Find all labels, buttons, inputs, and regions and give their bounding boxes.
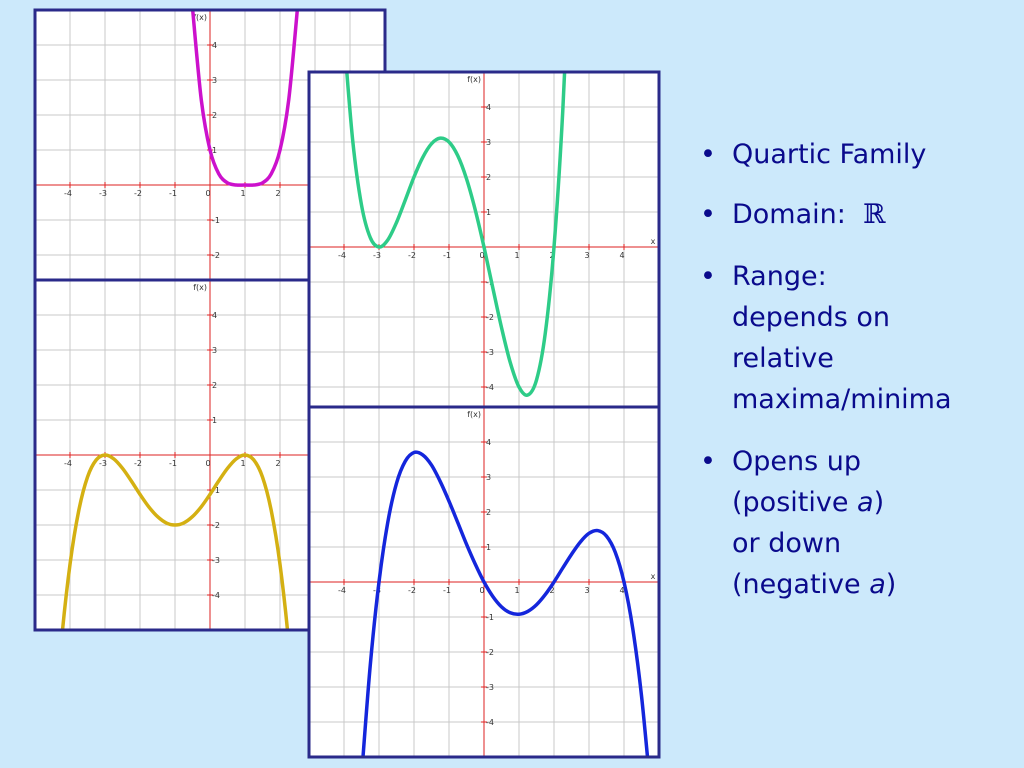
x-tick-label: 3 — [584, 586, 589, 595]
y-axis-label: f(x) — [467, 75, 481, 84]
x-tick-label: 0 — [479, 251, 484, 260]
line: maxima/minima — [732, 384, 952, 415]
x-tick-label: -3 — [99, 189, 107, 198]
text: ) — [873, 487, 885, 518]
x-tick-label: -4 — [338, 251, 346, 260]
y-tick-label: -3 — [486, 683, 494, 692]
line: depends on — [732, 302, 891, 333]
x-axis-label: x — [651, 572, 656, 581]
y-axis-label: f(x) — [467, 410, 481, 419]
variable: a — [869, 569, 886, 600]
x-axis-label: x — [651, 237, 656, 246]
line: (negative a) — [732, 564, 896, 605]
line: Range: — [732, 261, 827, 292]
x-tick-label: 4 — [619, 586, 624, 595]
x-tick-label: -3 — [99, 459, 107, 468]
line: or down — [732, 528, 842, 559]
y-tick-label: 2 — [486, 173, 491, 182]
curve — [361, 450, 650, 757]
curve — [60, 453, 290, 630]
x-tick-label: -4 — [64, 459, 72, 468]
x-tick-label: 1 — [514, 586, 519, 595]
x-tick-label: 1 — [240, 189, 245, 198]
bullet-dot: • — [700, 199, 716, 230]
x-tick-label: -1 — [169, 459, 177, 468]
y-tick-label: 1 — [212, 146, 217, 155]
bullet-dot: • — [700, 261, 716, 292]
x-tick-label: -2 — [134, 189, 142, 198]
y-tick-label: 3 — [212, 76, 217, 85]
x-tick-label: 2 — [275, 189, 280, 198]
bullet-text: Quartic Family — [732, 139, 927, 170]
line: (positive a) — [732, 482, 896, 523]
x-tick-label: 0 — [205, 459, 210, 468]
x-tick-label: 0 — [205, 189, 210, 198]
x-tick-label: -4 — [64, 189, 72, 198]
y-tick-label: -2 — [212, 251, 220, 260]
y-tick-label: -2 — [212, 521, 220, 530]
line: Opens up — [732, 446, 862, 477]
x-tick-label: -1 — [443, 586, 451, 595]
bullet-text: Opens up (positive a) or down (negative … — [732, 441, 896, 605]
x-tick-label: 2 — [275, 459, 280, 468]
y-tick-label: 2 — [486, 508, 491, 517]
bullet-text: Range: depends on relative maxima/minima — [732, 256, 952, 420]
x-tick-label: 2 — [549, 586, 554, 595]
y-tick-label: 4 — [212, 311, 217, 320]
x-tick-label: -1 — [443, 251, 451, 260]
curve — [190, 10, 300, 187]
y-tick-label: -4 — [486, 383, 494, 392]
x-tick-label: -1 — [169, 189, 177, 198]
y-tick-label: 4 — [486, 438, 491, 447]
bullet-dot: • — [700, 139, 716, 170]
y-tick-label: 4 — [486, 103, 491, 112]
symbol: ℝ — [863, 199, 886, 230]
y-tick-label: -1 — [486, 613, 494, 622]
text: (negative — [732, 569, 870, 600]
x-tick-label: 4 — [619, 251, 624, 260]
y-tick-label: 2 — [212, 381, 217, 390]
y-axis-label: f(x) — [193, 283, 207, 292]
bullet-dot: • — [700, 446, 716, 477]
x-tick-label: -2 — [134, 459, 142, 468]
y-tick-label: 1 — [486, 208, 491, 217]
panel-border — [307, 405, 661, 759]
line: relative — [732, 343, 834, 374]
y-tick-label: -1 — [212, 486, 220, 495]
bullet-text: Domain: ℝ — [732, 194, 886, 235]
x-tick-label: 1 — [514, 251, 519, 260]
x-tick-label: 0 — [479, 586, 484, 595]
y-axis-label: f(x) — [193, 13, 207, 22]
y-tick-label: 2 — [212, 111, 217, 120]
x-tick-label: 3 — [584, 251, 589, 260]
x-tick-label: -2 — [408, 586, 416, 595]
variable: a — [857, 487, 874, 518]
y-tick-label: -3 — [486, 348, 494, 357]
x-tick-label: -2 — [408, 251, 416, 260]
x-tick-label: -3 — [373, 251, 381, 260]
y-tick-label: -3 — [212, 556, 220, 565]
curve — [345, 72, 567, 397]
y-tick-label: -4 — [212, 591, 220, 600]
x-tick-label: -4 — [338, 586, 346, 595]
y-tick-label: -2 — [486, 313, 494, 322]
y-tick-label: 1 — [486, 543, 491, 552]
label: Domain: — [732, 199, 846, 230]
y-tick-label: -2 — [486, 648, 494, 657]
text: (positive — [732, 487, 858, 518]
text: ) — [885, 569, 897, 600]
y-tick-label: 3 — [212, 346, 217, 355]
y-tick-label: -4 — [486, 718, 494, 727]
y-tick-label: -1 — [212, 216, 220, 225]
x-tick-label: 1 — [240, 459, 245, 468]
y-tick-label: 3 — [486, 138, 491, 147]
y-tick-label: 4 — [212, 41, 217, 50]
y-tick-label: 3 — [486, 473, 491, 482]
y-tick-label: 1 — [212, 416, 217, 425]
